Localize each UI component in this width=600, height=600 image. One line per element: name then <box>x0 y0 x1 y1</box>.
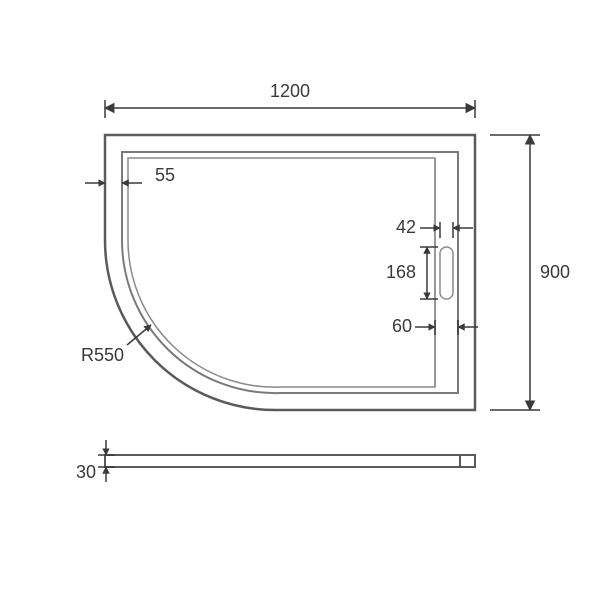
dim-height-900: 900 <box>490 135 570 410</box>
dim-profile-30: 30 <box>76 440 115 482</box>
dim-profile-label: 30 <box>76 462 96 482</box>
dim-slot-off-label: 60 <box>392 316 412 336</box>
drain-slot <box>440 247 453 299</box>
dim-radius-label: R550 <box>81 345 124 365</box>
dim-wall-label: 55 <box>155 165 175 185</box>
profile-outline <box>105 455 475 467</box>
side-profile <box>105 455 475 467</box>
dim-slot-h-168: 168 <box>386 247 438 299</box>
drawing-canvas: 1200 900 55 42 168 60 R550 <box>0 0 600 600</box>
dim-slot-w-label: 42 <box>396 217 416 237</box>
dim-height-label: 900 <box>540 262 570 282</box>
dim-wall-55: 55 <box>85 165 175 185</box>
dim-width-1200: 1200 <box>105 81 475 118</box>
dim-width-label: 1200 <box>270 81 310 101</box>
dim-slot-h-label: 168 <box>386 262 416 282</box>
